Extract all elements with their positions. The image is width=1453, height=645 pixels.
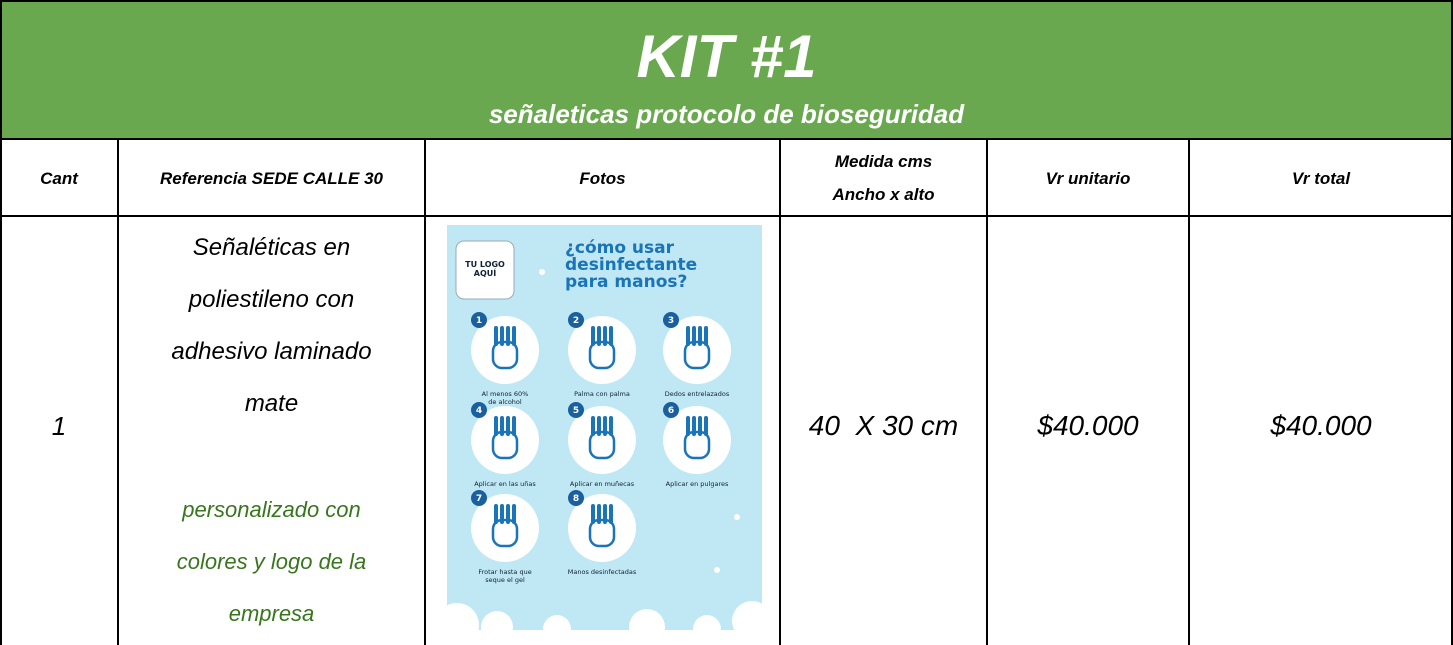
step-circle [663,316,731,384]
hand-icon [683,340,711,370]
column-header: Referencia SEDE CALLE 30 [160,168,383,188]
reference-line: Señaléticas en [192,234,351,261]
col-border [1451,139,1453,645]
logo-text: TU LOGO [465,260,505,269]
step-number: 6 [668,406,674,416]
step-number: 8 [573,494,579,504]
step-circle [568,406,636,474]
step-circle [471,406,539,474]
poster-title: ¿cómo usar [565,238,675,258]
step-label: Aplicar en muñecas [570,480,635,488]
step-circle [568,316,636,384]
step-label: Manos desinfectadas [568,568,637,576]
col-border [424,139,426,645]
step-label: de alcohol [488,398,522,406]
note-line: empresa [228,601,315,626]
step-badge [471,490,487,506]
col-border [986,139,988,645]
poster-title: desinfectante [565,255,697,275]
column-header: Vr total [1291,168,1351,188]
step-circle [663,406,731,474]
kit-header [0,0,1453,140]
step-badge [663,312,679,328]
note-line: colores y logo de la [176,549,367,574]
hand-icon [588,430,616,460]
step-label: Palma con palma [574,390,630,398]
step-badge [568,312,584,328]
size: 40 X 30 cm [808,410,959,441]
column-header: Vr unitario [1045,168,1131,188]
note-line: personalizado con [182,497,361,522]
step-number: 5 [573,406,579,416]
reference-line: mate [244,390,299,417]
reference: Señaléticas en poliestileno con adhesivo… [118,222,425,430]
hand-icon [683,430,711,460]
column-header-line: Ancho x alto [832,185,935,204]
column-header: Cant [40,168,78,188]
col-border [779,139,781,645]
hand-icon [491,518,519,548]
reference-line: adhesivo laminado [171,338,372,365]
quantity: 1 [51,410,67,441]
col-border [117,139,119,645]
step-badge [663,402,679,418]
hand-icon [588,518,616,548]
poster-title: para manos? [565,272,687,292]
step-number: 7 [476,494,482,504]
reference-line: poliestileno con [188,286,355,313]
col-border [1188,139,1190,645]
step-circle [568,494,636,562]
step-number: 4 [476,406,482,416]
poster: TU LOGO AQUÍ ¿cómo usar desinfectante pa… [447,225,762,630]
total-price: $40.000 [1270,410,1372,441]
step-number: 2 [573,316,579,326]
step-circle [471,494,539,562]
step-label: Aplicar en pulgares [666,480,729,488]
column-header: Fotos [579,168,626,188]
column-header: Medida cms Ancho x alto [780,140,987,216]
step-badge [568,490,584,506]
col-border [0,139,2,645]
kit-subtitle: señaleticas protocolo de bioseguridad [488,99,965,129]
step-label: Al menos 60% [482,390,529,398]
row-border [0,215,1453,217]
step-badge [568,402,584,418]
step-label: Frotar hasta que [478,568,531,576]
step-label: Dedos entrelazados [665,390,730,398]
column-header-line: Medida cms [834,152,933,171]
step-badge [471,312,487,328]
step-number: 3 [668,316,674,326]
kit-title: KIT #1 [636,23,817,90]
step-label: Aplicar en las uñas [474,480,536,488]
hand-icon [491,340,519,370]
hand-icon [491,430,519,460]
unit-price: $40.000 [1037,410,1139,441]
logo-text: AQUÍ [474,267,496,278]
hand-icon [588,340,616,370]
bubbles [447,269,762,630]
step-label: seque el gel [485,576,525,584]
step-circle [471,316,539,384]
step-number: 1 [476,316,482,326]
step-badge [471,402,487,418]
logo-box [455,240,515,300]
reference-note: personalizado con colores y logo de la e… [118,484,425,640]
